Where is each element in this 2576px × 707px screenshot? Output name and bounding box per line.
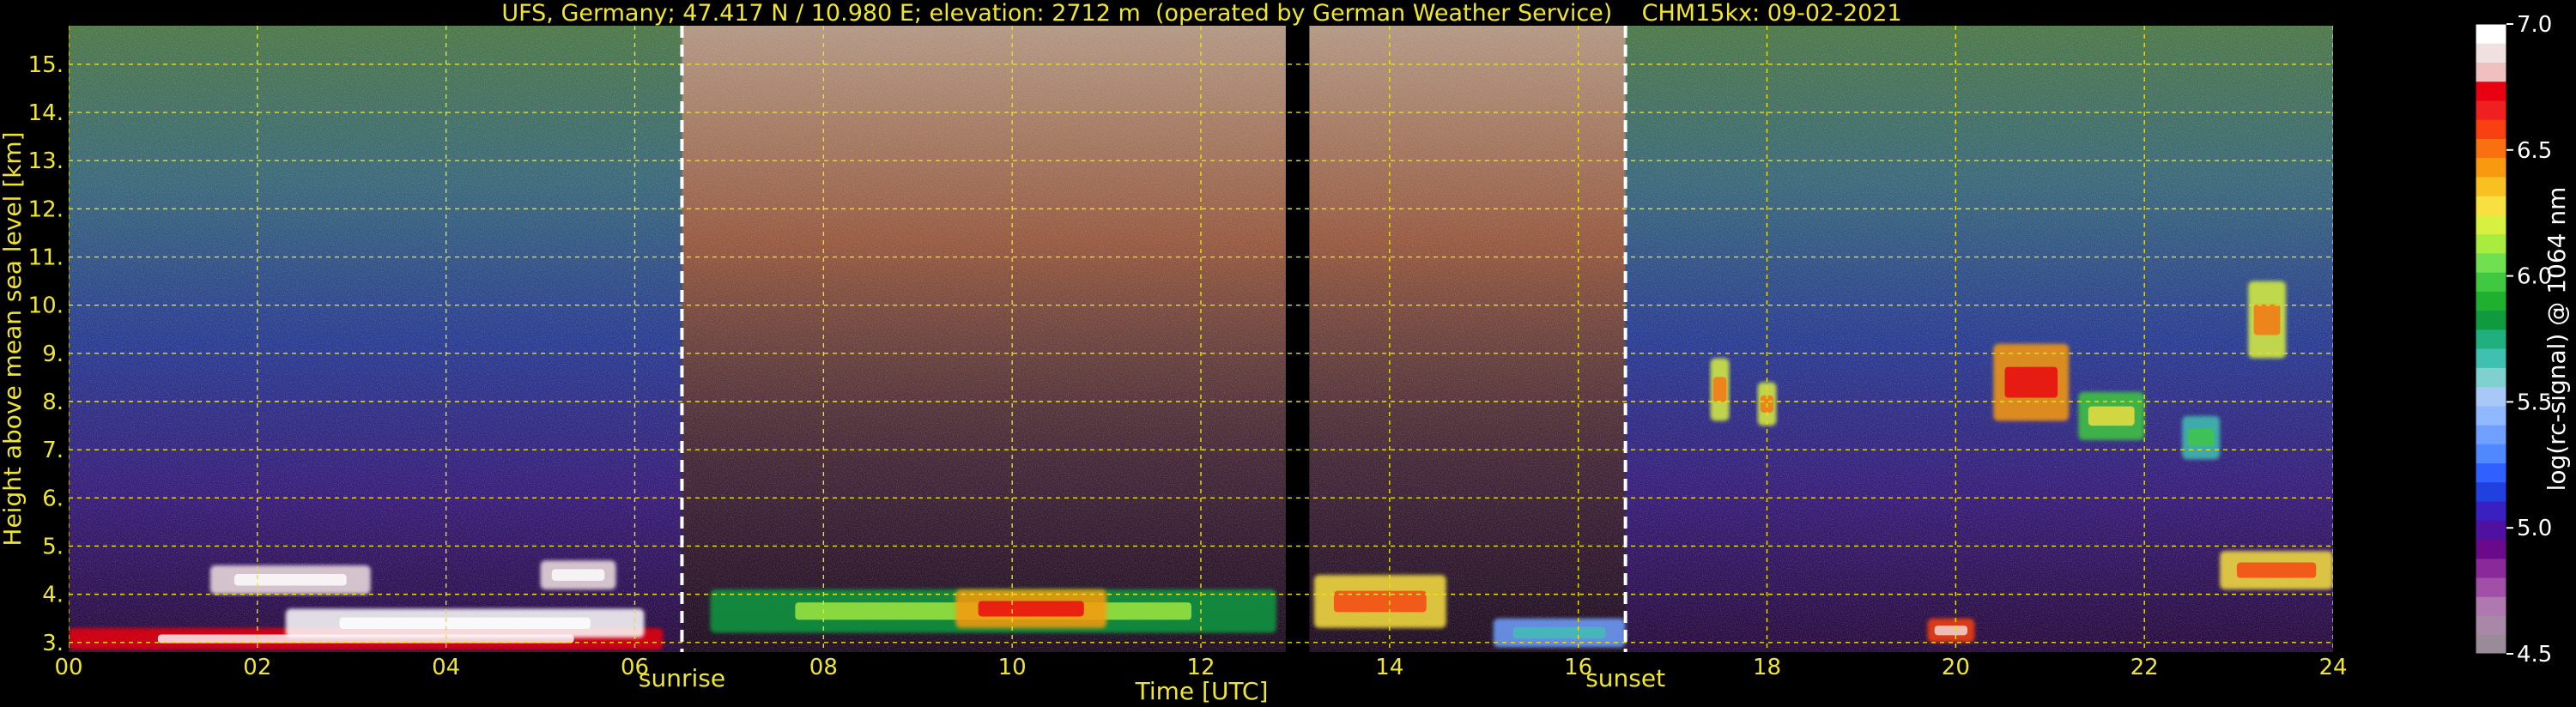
cloud-layers <box>69 281 2333 650</box>
cloud-core <box>1934 625 1968 636</box>
colorbar-segment <box>2476 577 2506 597</box>
colorbar-segment <box>2476 138 2506 159</box>
cloud-core <box>233 574 347 586</box>
cloud-core <box>1512 626 1606 639</box>
colorbar-segment <box>2476 386 2506 407</box>
colorbar-segment <box>2476 481 2506 502</box>
colorbar-tick-label: 5.0 <box>2517 516 2552 541</box>
y-tick-label: 10. <box>28 293 64 319</box>
cloud-core <box>2004 366 2058 398</box>
colorbar-segment <box>2476 596 2506 617</box>
sun-event-label: sunrise <box>639 664 725 692</box>
x-axis-label: Time [UTC] <box>1135 677 1269 705</box>
x-tick-label: 24 <box>2318 655 2347 680</box>
y-tick-label: 11. <box>28 245 64 271</box>
colorbar-tick-label: 5.5 <box>2517 390 2552 415</box>
x-tick-label: 14 <box>1375 655 1403 680</box>
colorbar-segment <box>2476 252 2506 273</box>
y-tick-label: 14. <box>28 100 64 126</box>
sun-event-lines <box>680 26 1627 652</box>
data-gap <box>1285 26 1310 652</box>
y-tick-label: 8. <box>42 390 64 415</box>
cloud-core <box>2088 406 2135 426</box>
x-tick-label: 00 <box>54 655 82 680</box>
colorbar-segment <box>2476 425 2506 444</box>
colorbar-segment <box>2476 501 2506 521</box>
x-tick-label: 04 <box>432 655 460 680</box>
cloud-core <box>978 601 1084 617</box>
y-tick-label: 3. <box>42 631 64 656</box>
sun-event-labels: sunrise sunset <box>639 664 1665 692</box>
colorbar-segment <box>2476 196 2506 215</box>
colorbar-segment <box>2476 176 2506 196</box>
colorbar <box>2475 23 2507 655</box>
colorbar-label: log(rc-signal) @ 1064 nm <box>2543 187 2571 492</box>
data-gap-band <box>1285 26 1310 652</box>
colorbar-segment <box>2476 615 2506 636</box>
chart-title: UFS, Germany; 47.417 N / 10.980 E; eleva… <box>501 0 1901 27</box>
colorbar-segment <box>2476 634 2506 655</box>
y-axis-label: Height above mean sea level [km] <box>0 131 27 546</box>
colorbar-tick-label: 7.0 <box>2517 12 2552 38</box>
cloud-core <box>2253 304 2281 335</box>
colorbar-segment <box>2476 119 2506 139</box>
x-tick-label: 20 <box>1942 655 1970 680</box>
colorbar-segment <box>2476 291 2506 311</box>
colorbar-segment <box>2476 215 2506 235</box>
colorbar-segment <box>2476 233 2506 254</box>
colorbar-frame <box>2475 23 2507 655</box>
colorbar-segment <box>2476 539 2506 559</box>
cloud-core <box>2236 562 2317 578</box>
colorbar-segment <box>2476 444 2506 464</box>
cloud-core <box>551 569 605 581</box>
grid-lines <box>69 26 2333 652</box>
y-tick-label: 9. <box>42 341 64 367</box>
colorbar-segment <box>2476 329 2506 349</box>
y-tick-label: 12. <box>28 196 64 222</box>
colorbar-segment <box>2476 558 2506 578</box>
y-axis-ticks: 3. 4. 5. 6. 7. 8. 9. 10. 11. 12. 13. 14. 15. <box>28 52 64 656</box>
x-tick-label: 12 <box>1186 655 1215 680</box>
colorbar-segment <box>2476 100 2506 120</box>
colorbar-segment <box>2476 348 2506 368</box>
y-tick-label: 6. <box>42 486 64 511</box>
cloud-core <box>1333 590 1427 613</box>
colorbar-tick-label: 4.5 <box>2517 642 2552 668</box>
cloud-core <box>2187 429 2215 447</box>
colorbar-ticks: 4.5 5.0 5.5 6.0 6.5 7.0 <box>2506 12 2552 668</box>
plot-area <box>69 26 2333 652</box>
colorbar-segment <box>2476 81 2506 101</box>
colorbar-segment <box>2476 272 2506 292</box>
colorbar-tick-label: 6.5 <box>2517 138 2552 164</box>
x-tick-label: 10 <box>998 655 1027 680</box>
y-tick-label: 5. <box>42 534 64 559</box>
colorbar-segment <box>2476 520 2506 541</box>
colorbar-segment <box>2476 43 2506 63</box>
x-tick-label: 18 <box>1753 655 1781 680</box>
colorbar-segment <box>2476 462 2506 483</box>
cloud-core <box>1712 377 1727 402</box>
x-axis-ticks: 00 02 04 06 08 10 12 14 16 18 20 22 24 <box>54 655 2347 680</box>
x-tick-label: 06 <box>621 655 649 680</box>
y-tick-label: 7. <box>42 438 64 463</box>
colorbar-segment <box>2476 310 2506 330</box>
sun-event-label: sunset <box>1585 664 1665 692</box>
y-tick-label: 4. <box>42 583 64 608</box>
x-tick-label: 22 <box>2131 655 2159 680</box>
colorbar-segment <box>2476 24 2506 44</box>
y-tick-label: 15. <box>28 52 64 78</box>
x-tick-label: 16 <box>1564 655 1592 680</box>
x-tick-label: 08 <box>809 655 838 680</box>
y-tick-label: 13. <box>28 148 64 174</box>
colorbar-segment <box>2476 62 2506 82</box>
colorbar-tick-label: 6.0 <box>2517 264 2552 290</box>
x-tick-label: 02 <box>243 655 271 680</box>
cloud-core <box>339 617 591 630</box>
colorbar-segment <box>2476 157 2506 178</box>
colorbar-segment <box>2476 367 2506 388</box>
colorbar-segment <box>2476 405 2506 426</box>
